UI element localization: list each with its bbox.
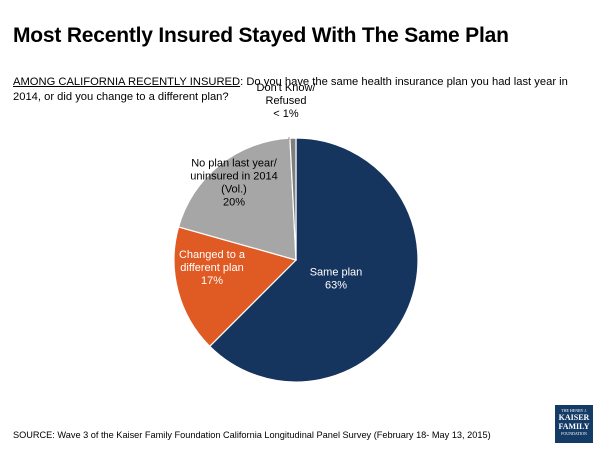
- pie-label-line: Changed to a: [179, 249, 246, 261]
- source-note: SOURCE: Wave 3 of the Kaiser Family Foun…: [13, 430, 491, 440]
- pie-label-line: uninsured in 2014: [190, 171, 277, 183]
- logo-line-1: THE HENRY J.: [561, 408, 587, 413]
- pie-label-line: Same plan: [310, 267, 363, 279]
- pie-label-same-plan: Same plan 63%: [310, 267, 363, 292]
- pie-label-line: different plan: [180, 262, 243, 274]
- survey-question: AMONG CALIFORNIA RECENTLY INSURED: Do yo…: [13, 75, 591, 105]
- pie-slice-same-plan: [208, 137, 419, 383]
- question-text: : Do you have the same health insurance …: [13, 76, 568, 103]
- logo-line-2: KAISER: [558, 413, 590, 422]
- kff-logo: THE HENRY J. KAISER FAMILY FOUNDATION: [555, 405, 593, 443]
- pie-label-line: No plan last year/: [191, 158, 278, 170]
- pie-label-changed-to-a-different-plan: Changed to a different plan 17%: [179, 249, 246, 287]
- pie-label-line: Don't Know/: [257, 82, 317, 94]
- pie-label-don-t-know-refused: Don't Know/Refused < 1%: [257, 82, 317, 120]
- pie-label-line: 17%: [201, 275, 223, 287]
- pie-label-line: (Vol.): [221, 184, 247, 196]
- logo-line-4: FOUNDATION: [561, 431, 587, 436]
- page-title: Most Recently Insured Stayed With The Sa…: [13, 24, 509, 47]
- pie-label-line: Refused: [266, 95, 307, 107]
- pie-labels: Same plan 63% Changed to a different plan 17…: [179, 82, 362, 292]
- pie-label-line: 63%: [325, 280, 347, 292]
- question-lead: AMONG CALIFORNIA RECENTLY INSURED: [13, 76, 241, 88]
- pie-label-line: < 1%: [273, 108, 299, 120]
- pie-label-line: 20%: [223, 197, 245, 209]
- pie-slice-no-plan-last-year-uninsured-in-2014-vol: [177, 137, 297, 261]
- pie-slices: [173, 137, 419, 383]
- logo-line-3: FAMILY: [558, 422, 590, 431]
- pie-slice-don-t-know-refused: [289, 137, 297, 261]
- pie-label-no-plan-last-year-uninsured-in-2014-vol: No plan last year/uninsured in 2014 (Vol.…: [190, 158, 277, 209]
- pie-slice-changed-to-a-different-plan: [173, 226, 298, 348]
